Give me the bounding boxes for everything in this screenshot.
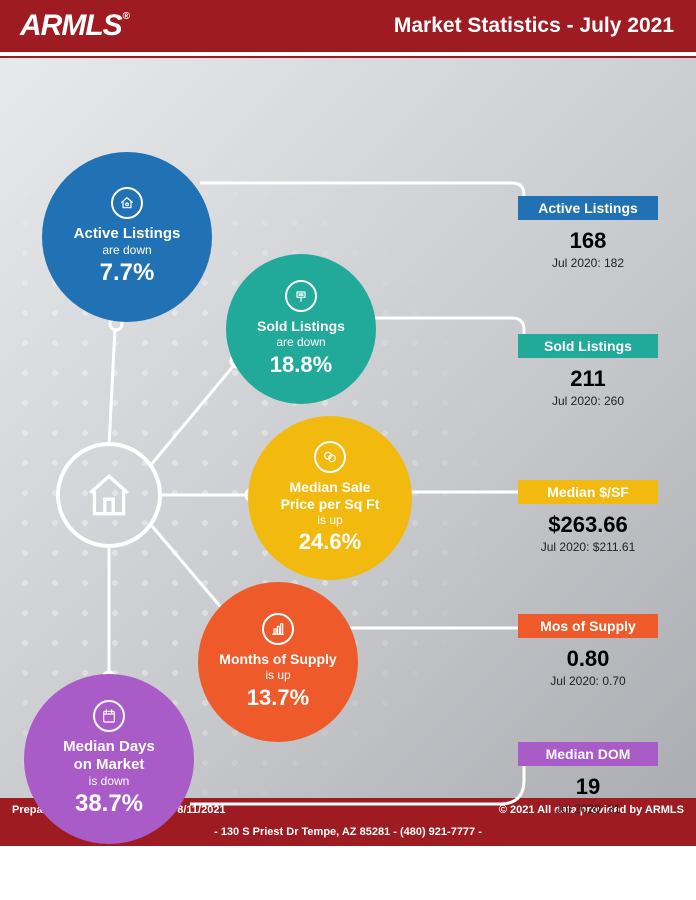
stat-value: 168 [518, 228, 658, 254]
stat-prev: Jul 2020: 260 [518, 394, 658, 408]
stat-value: $263.66 [518, 512, 658, 538]
main-canvas: Active Listings are down 7.7% Sold Listi… [0, 58, 696, 846]
bubble-sub: is up [317, 513, 342, 527]
stat-value: 0.80 [518, 646, 658, 672]
stat-prev: Jul 2020: 31 [518, 802, 658, 816]
bubble-title: Active Listings [74, 225, 181, 243]
stat-active: Active Listings 168 Jul 2020: 182 [518, 196, 658, 270]
bubble-title: Median Dayson Market [63, 738, 155, 774]
stat-sold: Sold Listings 211 Jul 2020: 260 [518, 334, 658, 408]
stat-mos: Mos of Supply 0.80 Jul 2020: 0.70 [518, 614, 658, 688]
bubble-pct: 7.7% [100, 259, 155, 287]
bubble-sold: Sold Listings are down 18.8% [226, 254, 376, 404]
stat-value: 19 [518, 774, 658, 800]
header-bar: ARMLS® Market Statistics - July 2021 [0, 0, 696, 54]
house-hub [56, 442, 162, 548]
bubble-dom: Median Dayson Market is down 38.7% [24, 674, 194, 844]
calendar-icon [93, 700, 125, 732]
stat-badge: Mos of Supply [518, 614, 658, 638]
bubble-sub: are down [276, 335, 325, 349]
stat-prev: Jul 2020: 182 [518, 256, 658, 270]
bubble-mos: Months of Supply is up 13.7% [198, 582, 358, 742]
stat-badge: Median $/SF [518, 480, 658, 504]
bubble-pct: 38.7% [75, 790, 143, 818]
stat-dom: Median DOM 19 Jul 2020: 31 [518, 742, 658, 816]
bubble-title: Months of Supply [219, 651, 336, 668]
stat-badge: Median DOM [518, 742, 658, 766]
stat-median_psf: Median $/SF $263.66 Jul 2020: $211.61 [518, 480, 658, 554]
armls-logo: ARMLS® [20, 9, 129, 43]
home-target-icon [111, 187, 143, 219]
coins-icon [314, 441, 346, 473]
bubble-pct: 24.6% [299, 529, 361, 555]
stat-value: 211 [518, 366, 658, 392]
page-title: Market Statistics - July 2021 [394, 14, 674, 38]
stat-prev: Jul 2020: $211.61 [518, 540, 658, 554]
bubble-active: Active Listings are down 7.7% [42, 152, 212, 322]
bubble-sub: is down [89, 774, 130, 788]
bubble-title: Sold Listings [257, 318, 345, 335]
stat-badge: Active Listings [518, 196, 658, 220]
bubble-sub: is up [265, 668, 290, 682]
stat-prev: Jul 2020: 0.70 [518, 674, 658, 688]
chart-icon [262, 613, 294, 645]
bubble-title: Median SalePrice per Sq Ft [281, 479, 380, 513]
stat-badge: Sold Listings [518, 334, 658, 358]
bubble-sub: are down [102, 243, 151, 257]
logo-text: ARMLS [20, 9, 122, 43]
bubble-pct: 18.8% [270, 352, 332, 378]
sign-icon [285, 280, 317, 312]
house-icon [84, 470, 134, 520]
bubble-median_psf: Median SalePrice per Sq Ft is up 24.6% [248, 416, 412, 580]
bubble-pct: 13.7% [247, 685, 309, 711]
logo-reg: ® [123, 11, 129, 22]
